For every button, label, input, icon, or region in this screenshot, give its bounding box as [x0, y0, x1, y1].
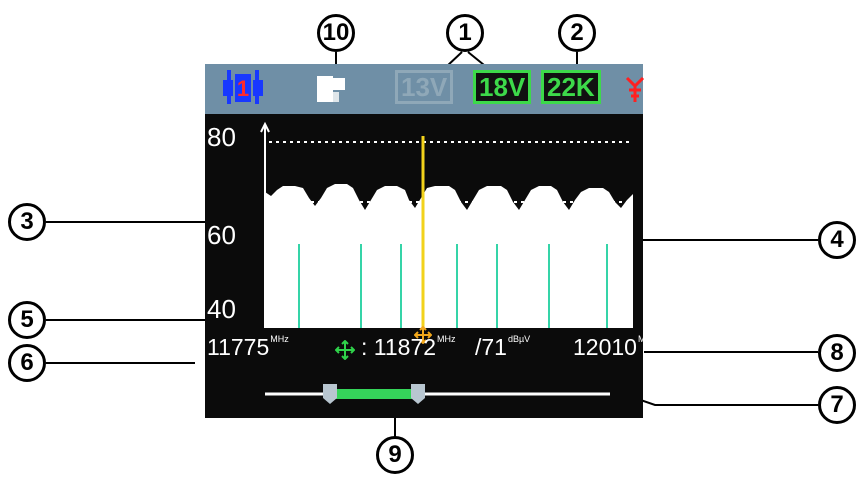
cursor-move-icon[interactable]	[414, 326, 432, 344]
stop-frequency: 12010MHz	[573, 334, 657, 360]
callout-2: 2	[558, 14, 596, 52]
callout-6: 6	[8, 344, 46, 382]
voltage-13v-indicator: 13V	[395, 70, 454, 104]
callout-3: 3	[8, 203, 46, 241]
callout-10: 10	[317, 14, 355, 52]
voltage-18v-indicator: 18V	[473, 70, 532, 104]
frequency-info-bar: 11775MHz : 11872MHz /71dBµV 12010MHz	[205, 330, 656, 370]
slider-right-handle[interactable]	[411, 384, 425, 404]
callout-5: 5	[8, 301, 46, 339]
slider-left-handle[interactable]	[323, 384, 337, 404]
spectrum-graph[interactable]	[205, 114, 643, 328]
move-arrows-icon	[335, 340, 355, 360]
span-slider[interactable]	[265, 382, 615, 406]
marker-frequency: : 11872MHz	[361, 334, 456, 360]
satellite-icon: 1	[223, 70, 263, 104]
y-axis-arrow	[260, 121, 270, 133]
span-range-bar	[325, 389, 417, 399]
antenna-icon	[625, 76, 645, 102]
callout-1: 1	[446, 14, 484, 52]
start-frequency: 11775MHz	[207, 334, 289, 360]
analyzer-screen: 1 13V 18V 22K	[205, 64, 656, 418]
status-bar: 1 13V 18V 22K	[205, 64, 645, 114]
spectrum-trace	[265, 184, 633, 328]
signal-level: /71dBµV	[475, 334, 531, 360]
y-tick-label: 40	[207, 294, 236, 324]
y-tick-label: 60	[207, 220, 236, 250]
callout-9: 9	[376, 436, 414, 474]
callout-7: 7	[818, 386, 856, 424]
callout-8: 8	[818, 334, 856, 372]
satellite-number: 1	[237, 76, 249, 101]
y-tick-label: 80	[207, 122, 236, 152]
callout-4: 4	[818, 221, 856, 259]
spectrum-plot[interactable]: 80 60 40	[205, 114, 643, 328]
tone-22k-indicator: 22K	[541, 70, 601, 104]
lnb-icon	[317, 76, 345, 102]
